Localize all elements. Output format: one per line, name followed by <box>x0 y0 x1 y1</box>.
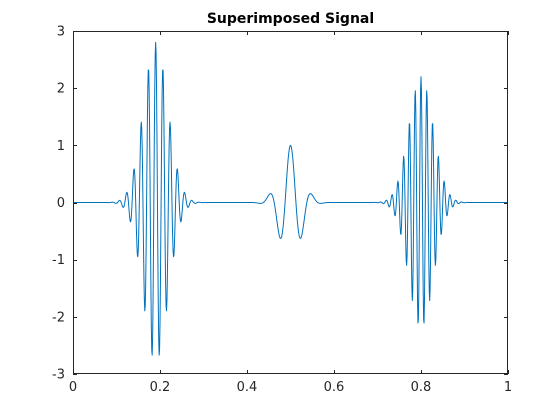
signal-line <box>72 41 509 356</box>
x-tick-label: 0 <box>69 380 77 395</box>
x-tick-label: 0.2 <box>150 380 171 395</box>
plot-area <box>73 31 508 374</box>
x-tick-label: 1 <box>504 380 512 395</box>
y-tick-label: 1 <box>57 139 65 154</box>
y-tick-label: 2 <box>57 82 65 97</box>
axes-box <box>73 31 508 374</box>
y-tick-label: 3 <box>57 25 65 40</box>
x-tick-label: 0.6 <box>324 380 345 395</box>
y-tick-label: 0 <box>57 196 65 211</box>
x-tick-label: 0.8 <box>411 380 432 395</box>
y-tick-label: -2 <box>52 310 65 325</box>
chart-title: Superimposed Signal <box>207 11 374 27</box>
x-tick-label: 0.4 <box>237 380 258 395</box>
y-tick-label: -1 <box>52 253 65 268</box>
series-layer <box>72 41 509 356</box>
y-tick-label: -3 <box>52 368 65 383</box>
ticks-layer: 0 0.2 0.4 0.6 0.8 1 -3 -2 -1 0 1 2 3 <box>52 25 512 396</box>
